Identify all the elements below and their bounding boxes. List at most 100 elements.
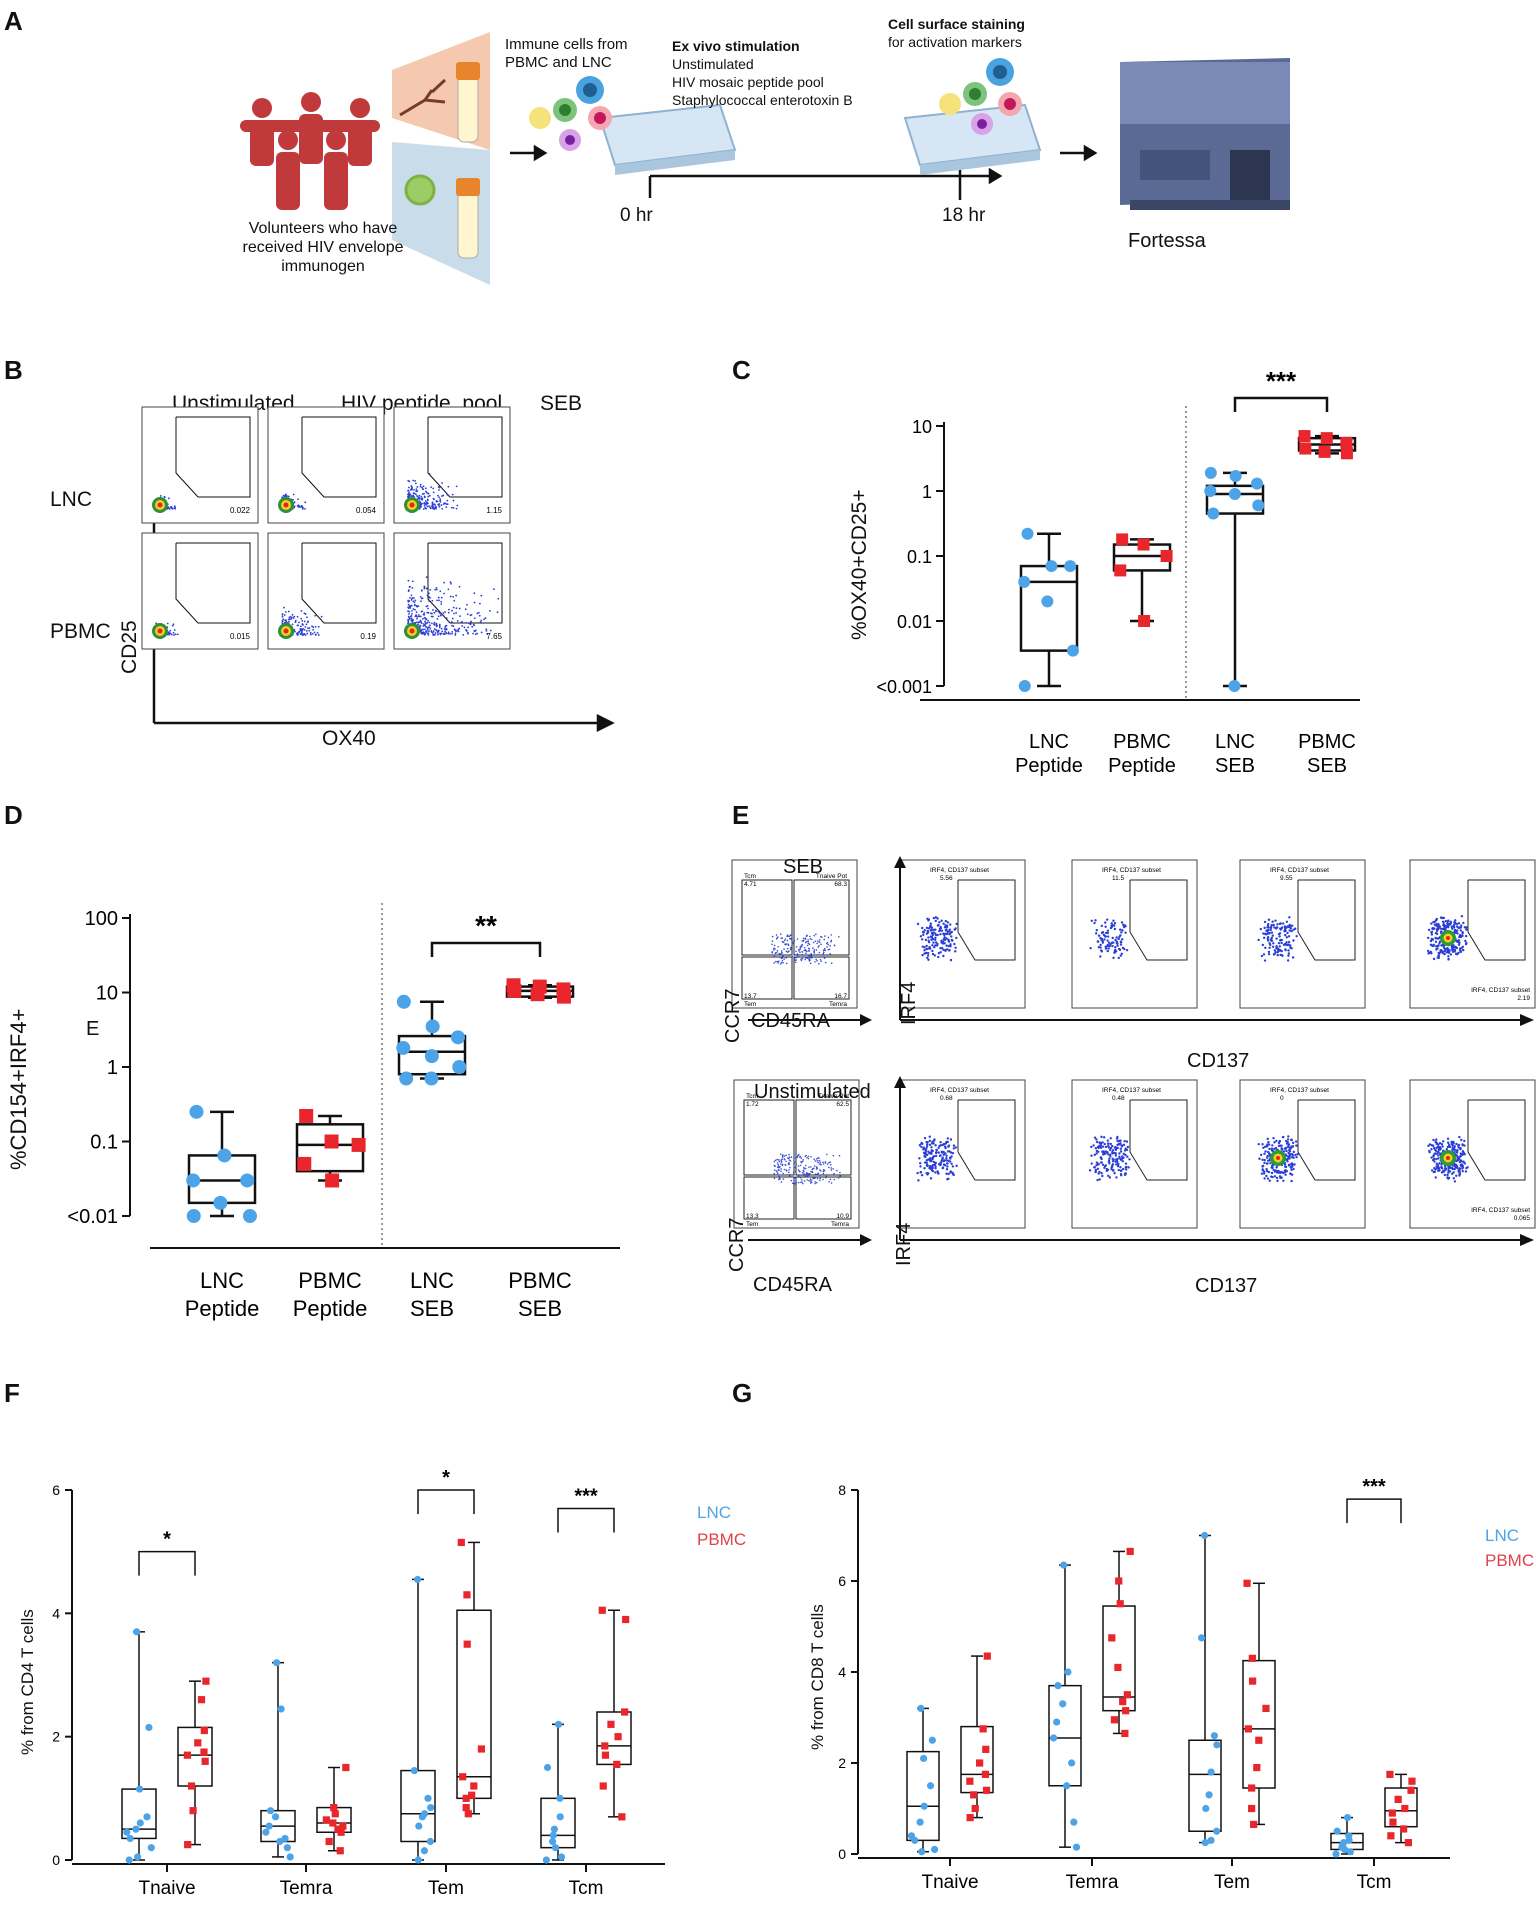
e-event-dot: [785, 1160, 787, 1163]
pbmc-data-point: [1137, 538, 1150, 551]
b-event-dot: [441, 495, 443, 498]
lnc-data-point: [1072, 1843, 1081, 1851]
e-event-dot: [1106, 1151, 1109, 1154]
b-event-dot: [414, 493, 417, 496]
e-event-dot: [916, 922, 920, 926]
e-event-dot: [1288, 1156, 1291, 1160]
e-event-dot: [932, 916, 936, 920]
lnc-data-point: [283, 1844, 291, 1852]
e-event-dot: [797, 1175, 800, 1177]
b-event-dot: [298, 621, 300, 624]
e-event-dot: [947, 1159, 950, 1163]
e-event-dot: [824, 935, 826, 937]
pbmc-data-point: [1123, 1691, 1131, 1699]
lnc-data-point: [1064, 1668, 1072, 1676]
pbmc-data-point: [971, 1804, 979, 1813]
significance-bracket: [557, 1507, 615, 1533]
b-event-dot: [428, 592, 430, 595]
e-event-dot: [793, 961, 795, 964]
e-event-dot: [1458, 1172, 1461, 1176]
e-event-dot: [1457, 1158, 1460, 1161]
b-event-dot: [421, 617, 424, 620]
b-event-dot: [452, 507, 455, 509]
pbmc-data-point: [556, 989, 571, 1004]
b-event-dot: [297, 624, 300, 627]
e-event-dot: [925, 1145, 929, 1148]
e-irf4-frame: [899, 859, 1026, 1009]
e-event-dot: [1092, 1144, 1095, 1147]
b-event-dot: [434, 609, 437, 612]
e-event-dot: [796, 954, 799, 957]
b-event-dot: [317, 634, 320, 636]
b-event-dot: [309, 631, 312, 634]
b-event-dot: [298, 631, 300, 634]
b-event-dot: [444, 611, 446, 613]
e-event-dot: [1290, 1156, 1294, 1159]
e-event-dot: [1122, 925, 1126, 929]
e-event-dot: [1275, 1139, 1278, 1143]
e-event-dot: [926, 1153, 929, 1157]
b-event-dot: [410, 599, 413, 601]
e-event-dot: [1451, 927, 1454, 930]
lnc-data-point: [1346, 1848, 1354, 1856]
e-event-dot: [931, 1163, 935, 1167]
b-event-dot: [167, 631, 170, 634]
e-event-dot: [1455, 1142, 1458, 1146]
b-event-dot: [301, 623, 304, 625]
e-event-dot: [1107, 1142, 1110, 1145]
e-event-dot: [794, 1157, 797, 1159]
pbmc-data-point: [1340, 436, 1353, 449]
e-event-dot: [1445, 1147, 1448, 1151]
e-event-dot: [1433, 920, 1436, 924]
e-subset-label: IRF4, CD137 subset: [930, 1087, 989, 1094]
lnc-data-point: [1018, 680, 1031, 692]
x-category-label: SEB: [518, 1296, 562, 1321]
lnc-data-point: [911, 1836, 919, 1844]
e-event-dot: [829, 1161, 832, 1163]
e-event-dot: [1287, 940, 1291, 944]
e-quadrant-gate: [793, 956, 850, 1000]
e-event-dot: [926, 954, 930, 957]
e-event-dot: [1113, 922, 1117, 925]
e-subset-value: 0: [1280, 1095, 1284, 1102]
lnc-data-point: [266, 1807, 275, 1815]
b-event-dot: [407, 590, 410, 593]
e-event-dot: [814, 1182, 816, 1185]
b-event-dot: [436, 617, 439, 620]
b-event-dot: [450, 621, 453, 623]
e-event-dot: [828, 1161, 830, 1164]
b-density-core: [409, 628, 415, 634]
b-event-dot: [415, 614, 417, 617]
y-tick-label: 0: [52, 1852, 60, 1868]
e-event-dot: [930, 1152, 933, 1155]
e-quadrant-label: Temra: [829, 1001, 847, 1008]
e-event-dot: [819, 1174, 821, 1177]
b-event-dot: [435, 622, 438, 625]
pbmc-data-point: [1401, 1804, 1409, 1813]
b-event-dot: [281, 496, 284, 499]
e-event-dot: [946, 1150, 950, 1153]
lnc-data-point: [136, 1819, 144, 1827]
e-event-dot: [944, 1146, 947, 1150]
e-event-dot: [1430, 931, 1433, 934]
e-event-dot: [927, 919, 930, 922]
b-event-dot: [291, 623, 294, 626]
e-event-dot: [790, 1173, 792, 1176]
b-event-dot: [423, 502, 426, 505]
e-event-dot: [943, 926, 947, 929]
e-quadrant-gate: [741, 879, 793, 956]
e-event-dot: [1437, 923, 1440, 926]
e-event-dot: [790, 946, 792, 949]
e-event-dot: [1286, 931, 1289, 935]
lnc-data-point: [1204, 466, 1217, 479]
e-event-dot: [827, 948, 830, 951]
e-event-dot: [1108, 1157, 1111, 1161]
e-event-dot: [937, 955, 940, 959]
e-event-dot: [1451, 948, 1454, 951]
b-event-dot: [414, 608, 416, 611]
b-event-dot: [285, 493, 287, 496]
e-event-dot: [936, 917, 939, 920]
e-event-dot: [780, 1170, 782, 1173]
e-event-dot: [1277, 932, 1281, 936]
e-event-dot: [1102, 1136, 1106, 1139]
